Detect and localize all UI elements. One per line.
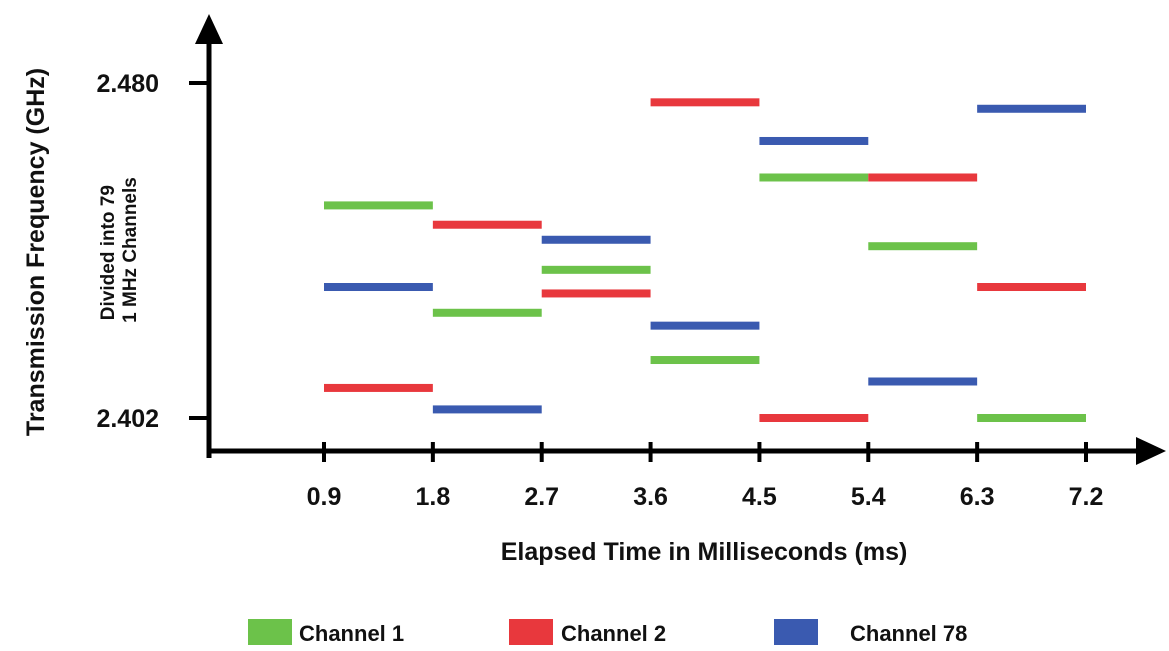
hop-segment-channel-1 <box>868 242 978 251</box>
hop-segment-channel-1 <box>541 265 651 274</box>
hop-segment-channel-2 <box>759 414 869 422</box>
hop-segment-channel-2 <box>324 383 433 392</box>
x-tick-label: 0.9 <box>307 483 342 511</box>
legend-label: Channel 2 <box>561 621 666 646</box>
x-tick-label: 5.4 <box>851 483 886 511</box>
hop-segments <box>324 98 1086 422</box>
hop-segment-channel-2 <box>650 98 760 107</box>
y-axis-arrowhead <box>195 14 223 44</box>
hop-segment-channel-78 <box>868 377 978 386</box>
hop-segment-channel-2 <box>432 220 542 229</box>
y-axis-subtitle-line-2: 1 MHz Channels <box>120 177 141 323</box>
y-axis-title: Transmission Frequency (GHz) <box>22 68 50 436</box>
x-tick-label: 1.8 <box>415 483 450 511</box>
y-axis-subtitle: Divided into 79 1 MHz Channels <box>98 177 141 323</box>
y-tick-label: 2.480 <box>96 70 159 98</box>
hop-segment-channel-1 <box>650 356 760 365</box>
x-tick-label: 3.6 <box>633 483 668 511</box>
hop-segment-channel-2 <box>868 173 978 182</box>
hop-segment-channel-2 <box>541 289 651 298</box>
hop-segment-channel-1 <box>324 201 433 210</box>
y-axis-subtitle-line-1: Divided into 79 <box>98 185 119 320</box>
hop-segment-channel-78 <box>432 405 542 414</box>
y-tick-label: 2.402 <box>96 405 159 433</box>
x-tick-label: 7.2 <box>1069 483 1104 511</box>
axes <box>195 14 1166 465</box>
ticks: 0.9 1.8 2.7 3.6 4.5 5.4 6.3 7.2 2.480 2.402 <box>96 70 1103 511</box>
x-tick-label: 6.3 <box>960 483 995 511</box>
legend-swatch <box>509 619 553 645</box>
hop-segment-channel-1 <box>432 308 542 317</box>
x-axis-arrowhead <box>1136 437 1166 465</box>
x-tick-label: 2.7 <box>524 483 559 511</box>
legend-swatch <box>248 619 292 645</box>
legend-label: Channel 78 <box>850 621 967 646</box>
hop-segment-channel-78 <box>650 321 760 330</box>
hop-segment-channel-78 <box>324 283 433 292</box>
legend: Channel 1 Channel 2 Channel 78 <box>248 619 967 646</box>
hop-segment-channel-1 <box>759 173 869 182</box>
hop-segment-channel-1 <box>977 414 1086 422</box>
hop-segment-channel-78 <box>977 104 1086 113</box>
hop-segment-channel-78 <box>541 235 651 244</box>
legend-label: Channel 1 <box>299 621 404 646</box>
x-axis-title: Elapsed Time in Milliseconds (ms) <box>501 538 908 566</box>
legend-swatch <box>774 619 818 645</box>
x-tick-label: 4.5 <box>742 483 777 511</box>
hop-segment-channel-2 <box>977 283 1086 292</box>
hop-segment-channel-78 <box>759 136 869 145</box>
